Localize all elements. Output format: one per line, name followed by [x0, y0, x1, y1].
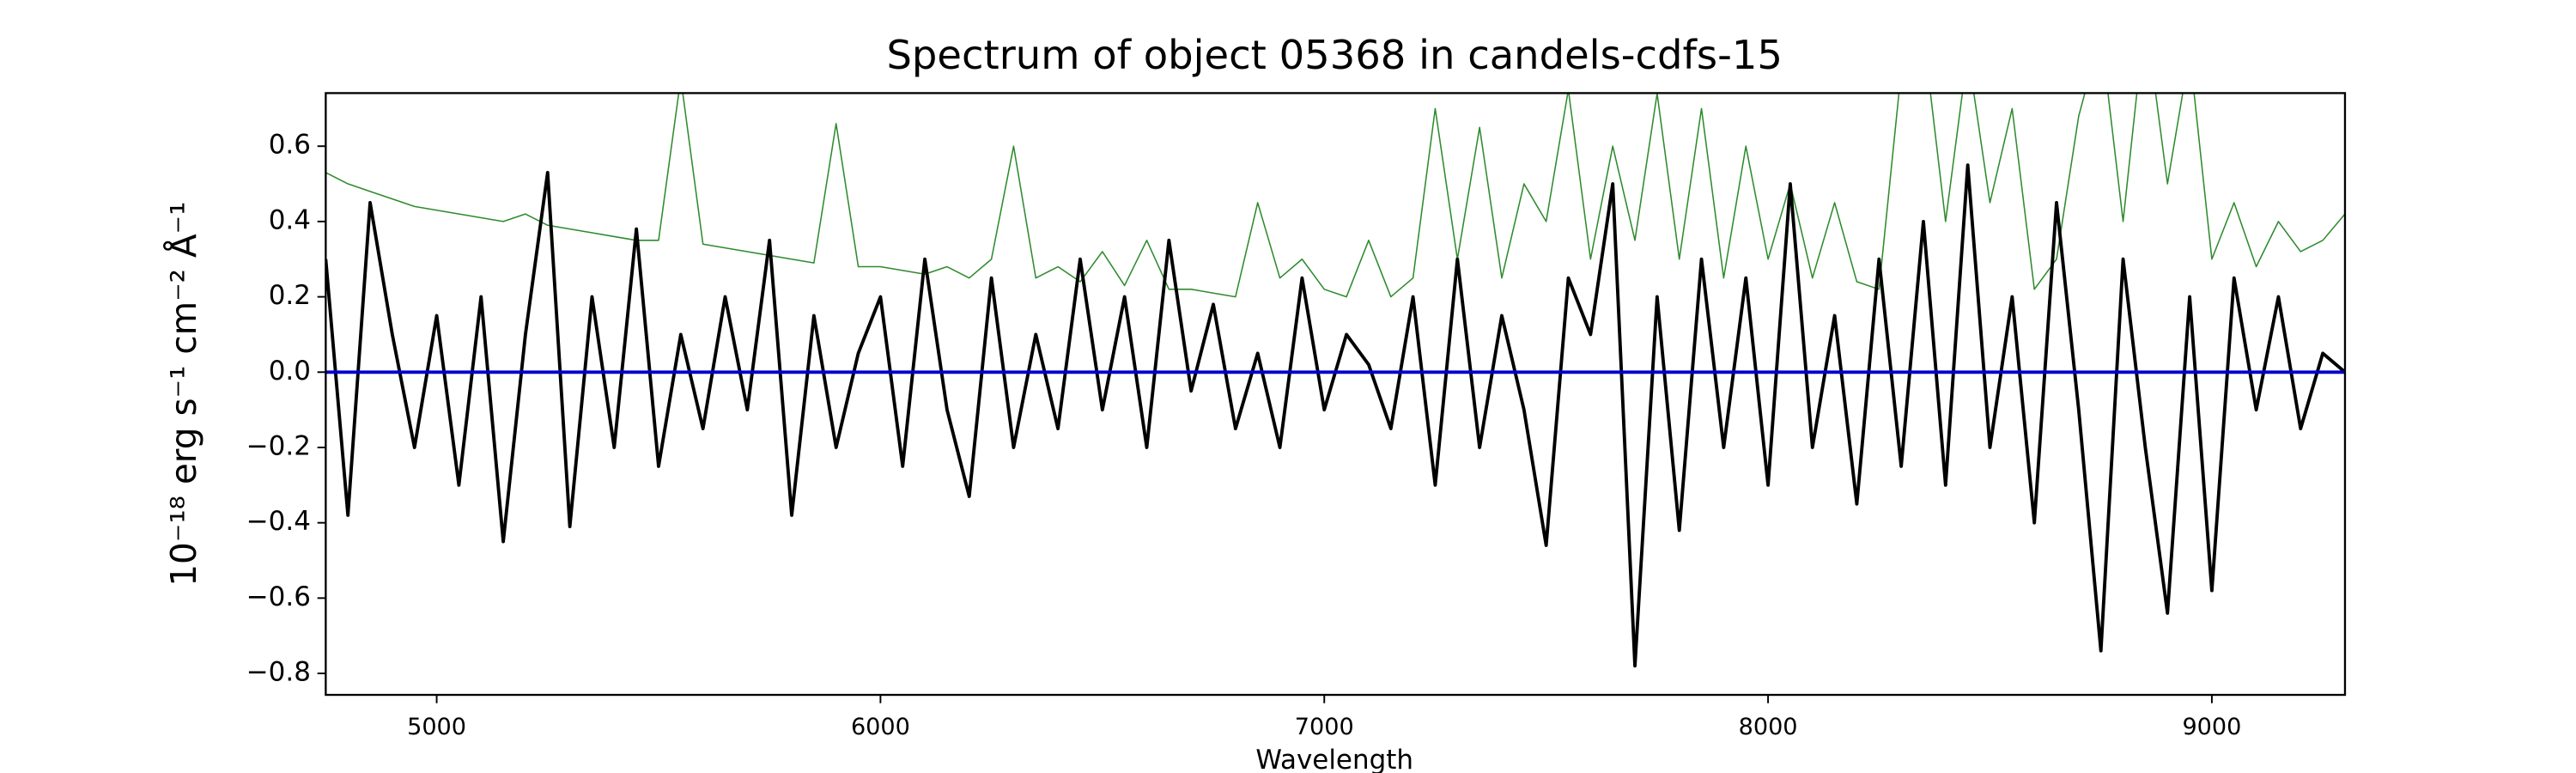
plot-frame	[325, 92, 2347, 697]
y-tick-label: 0.4	[269, 204, 311, 235]
chart-title: Spectrum of object 05368 in candels-cdfs…	[886, 32, 1782, 78]
series-line	[325, 163, 2345, 668]
y-tick-label: 0.0	[269, 356, 311, 386]
x-tick-label: 8000	[1739, 714, 1798, 740]
y-tick-label: 0.6	[269, 130, 311, 161]
y-tick-label: −0.4	[246, 506, 311, 537]
x-tick-label: 9000	[2182, 714, 2241, 740]
series-line	[325, 93, 2345, 298]
y-tick-label: −0.8	[246, 657, 311, 688]
x-axis-label: Wavelength	[1255, 745, 1413, 773]
y-tick-label: −0.6	[246, 581, 311, 612]
x-tick-label: 7000	[1295, 714, 1354, 740]
y-tick-label: −0.2	[246, 430, 311, 461]
y-axis-label: 10⁻¹⁸ erg s⁻¹ cm⁻² Å⁻¹	[163, 202, 204, 587]
plot-area	[325, 93, 2345, 668]
x-tick-label: 6000	[851, 714, 910, 740]
x-tick-label: 5000	[407, 714, 466, 740]
y-tick-label: 0.2	[269, 280, 311, 311]
